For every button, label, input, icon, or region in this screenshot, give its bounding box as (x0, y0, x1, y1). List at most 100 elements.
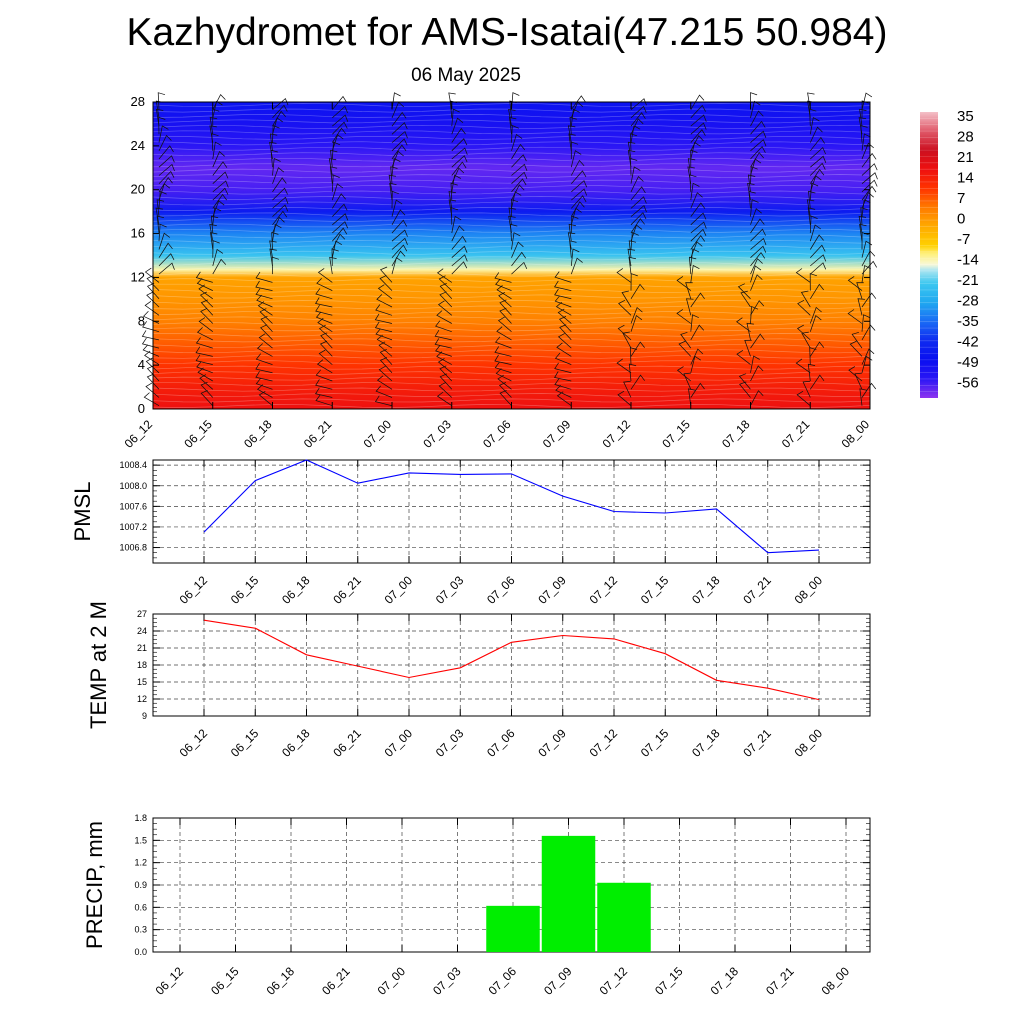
wind-barb (858, 117, 867, 135)
y-tick-label: 24 (137, 626, 147, 636)
wind-barb (848, 366, 863, 382)
wind-barb (554, 378, 572, 390)
wind-barb (448, 191, 456, 209)
wind-barb (571, 188, 588, 201)
wind-barb (439, 373, 453, 390)
wind-barb (378, 365, 393, 382)
wind-barb (570, 248, 580, 266)
wind-barb (861, 265, 871, 283)
wind-barb (690, 348, 704, 365)
wind-barb (690, 292, 705, 308)
wind-barb (331, 233, 346, 250)
wind-barb (144, 267, 160, 283)
wind-barb (272, 110, 286, 127)
wind-barb (861, 292, 877, 308)
wind-barb (316, 359, 333, 374)
wind-barb (255, 353, 273, 365)
wind-barb (750, 365, 764, 382)
wind-barb (212, 93, 226, 110)
wind-barb (332, 227, 348, 242)
wind-barb (687, 166, 695, 184)
wind-barb (451, 117, 464, 135)
wind-barb (630, 125, 641, 143)
y-tick-label: 1.8 (134, 813, 147, 823)
wind-barb (391, 219, 408, 234)
temperature-contour (152, 141, 871, 146)
wind-barb (508, 215, 516, 234)
x-tick-label: 07_09 (535, 573, 569, 607)
wind-barb (854, 372, 863, 390)
x-tick-label: 06_15 (228, 573, 262, 607)
wind-barb (158, 232, 171, 250)
y-tick-label: 24 (131, 138, 145, 153)
wind-barb (155, 207, 164, 225)
wind-barb (451, 254, 468, 267)
wind-barb (736, 317, 751, 333)
wind-barb (391, 158, 401, 176)
wind-barb (157, 92, 166, 110)
wind-barb (570, 108, 580, 127)
wind-barb (570, 159, 585, 176)
wind-barb (391, 190, 399, 209)
wind-barb (861, 142, 874, 160)
wind-barb (391, 144, 407, 160)
wind-barb (630, 374, 645, 390)
y-tick-label: 12 (137, 694, 147, 704)
wind-barb (389, 182, 397, 201)
wind-barb (861, 133, 871, 151)
wind-barb (331, 141, 341, 160)
wind-barb (451, 138, 468, 152)
x-tick-label: 06_15 (228, 726, 262, 760)
wind-barb (211, 133, 219, 151)
wind-barb (212, 207, 222, 225)
wind-barb (628, 240, 637, 258)
wind-barb (616, 358, 632, 374)
wind-barb (494, 361, 512, 374)
x-tick-label: 07_09 (535, 726, 569, 760)
wind-barb (630, 231, 639, 250)
wind-barb (510, 223, 518, 242)
wind-barb (375, 328, 393, 341)
wind-barb (511, 232, 521, 250)
wind-barb (750, 151, 764, 168)
wind-barb (451, 235, 467, 250)
wind-barb (315, 288, 333, 300)
wind-barb (332, 121, 348, 135)
y-axis-title: PRECIP, mm (82, 821, 107, 949)
colorbar-label: -7 (957, 231, 970, 248)
wind-barb (750, 100, 761, 118)
wind-barb (689, 174, 697, 192)
wind-barb (435, 320, 452, 333)
temperature-contour (152, 398, 871, 403)
wind-barb (569, 116, 577, 135)
chart-subtitle: 06 May 2025 (411, 65, 521, 86)
wind-barb (750, 305, 759, 324)
wind-barb (555, 301, 572, 316)
wind-barb (861, 382, 877, 398)
wind-barb (145, 382, 160, 398)
wind-barb (451, 225, 465, 242)
wind-barb (315, 304, 333, 316)
wind-barb (511, 154, 527, 168)
y-axis-title: TEMP at 2 M (86, 601, 111, 729)
y-axis-title: PMSL (70, 482, 95, 542)
x-tick-label: 08_00 (839, 417, 873, 451)
temperature-contour (152, 393, 871, 397)
wind-barb (158, 155, 175, 168)
wind-barb (744, 339, 752, 357)
wind-barb (391, 150, 404, 168)
x-tick-label: 07_09 (541, 964, 575, 998)
wind-barb (158, 223, 167, 242)
wind-barb (796, 390, 811, 406)
wind-barb (809, 117, 820, 135)
temperature-contour (152, 223, 871, 228)
wind-barb (859, 388, 867, 406)
wind-barb (379, 266, 393, 283)
wind-barb (448, 92, 456, 110)
wind-barb (200, 390, 214, 406)
wind-barb (212, 108, 220, 127)
wind-barb (329, 256, 337, 275)
wind-barb (750, 139, 767, 152)
wind-barb (142, 321, 160, 333)
wind-barb (554, 295, 572, 308)
